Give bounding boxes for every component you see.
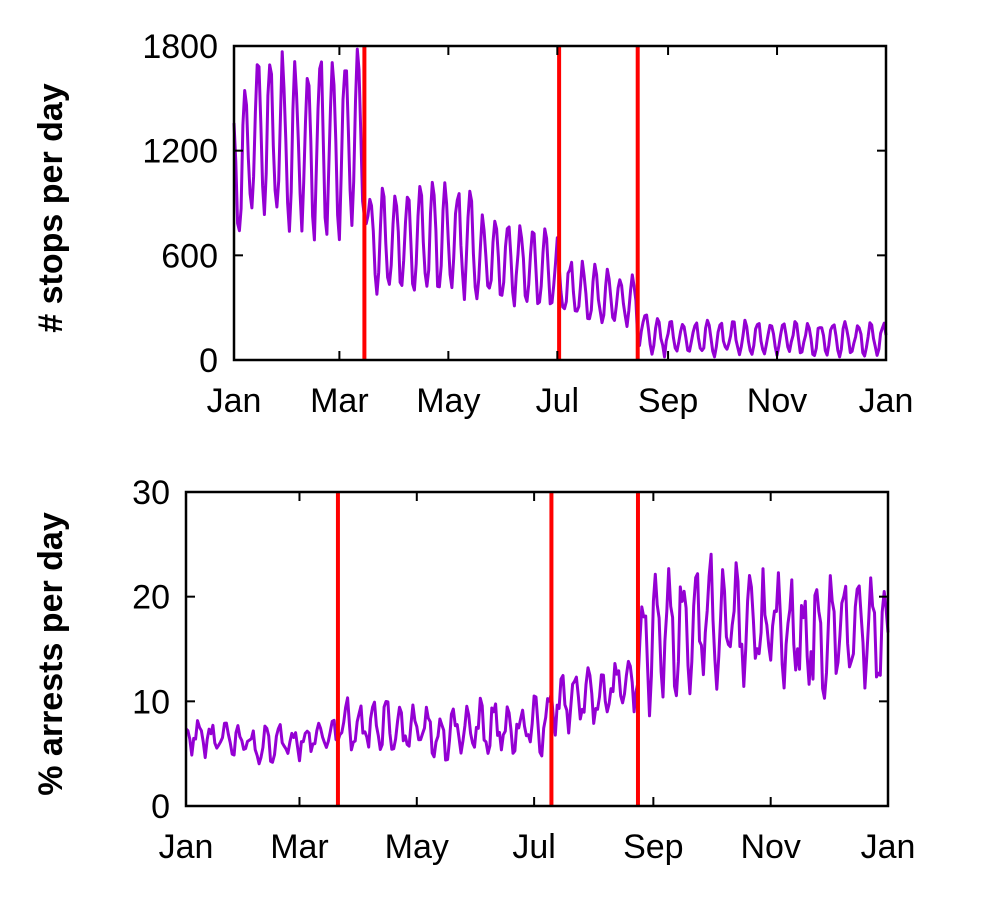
stops-x-tick-label-5: Nov <box>747 382 807 420</box>
arrests-y-axis-title: % arrests per day <box>32 512 70 796</box>
arrests-y-tick-label-0: 0 <box>151 788 170 826</box>
stops-y-tick-label-3: 1800 <box>142 28 218 66</box>
arrests-x-tick-label-5: Nov <box>740 828 800 866</box>
stops-per-day-chart: # stops per day Jan Mar May Jul Sep Nov Jan060… <box>32 28 913 420</box>
arrests-x-tick-label-1: Mar <box>270 828 329 866</box>
stops-x-tick-label-2: May <box>416 382 480 420</box>
stops-x-tick-label-0: Jan <box>207 382 262 420</box>
arrests-per-day-chart: % arrests per day Jan Mar May Jul Sep Nov Jan0… <box>32 474 915 866</box>
stops-x-tick-label-1: Mar <box>310 382 369 420</box>
stops-x-tick-label-3: Jul <box>536 382 579 420</box>
arrests-x-tick-label-3: Jul <box>512 828 555 866</box>
arrests-x-tick-label-4: Sep <box>623 828 684 866</box>
arrests-x-tick-label-0: Jan <box>159 828 214 866</box>
stops-y-tick-label-2: 1200 <box>142 133 218 171</box>
arrests-plot-frame <box>184 490 890 808</box>
arrests-x-tick-label-2: May <box>385 828 449 866</box>
stops-x-tick-label-6: Jan <box>859 382 914 420</box>
stops-y-axis-title: # stops per day <box>32 83 70 333</box>
arrests-x-tick-label-6: Jan <box>861 828 916 866</box>
stops-plot-frame <box>232 44 888 362</box>
arrests-y-tick-label-2: 20 <box>132 579 170 617</box>
arrests-series-line <box>184 552 890 766</box>
stops-x-tick-label-4: Sep <box>638 382 699 420</box>
arrests-y-tick-label-1: 10 <box>132 683 170 721</box>
stops-y-tick-label-1: 600 <box>161 237 218 275</box>
arrests-y-tick-label-3: 30 <box>132 474 170 512</box>
stops-y-tick-label-0: 0 <box>199 342 218 380</box>
